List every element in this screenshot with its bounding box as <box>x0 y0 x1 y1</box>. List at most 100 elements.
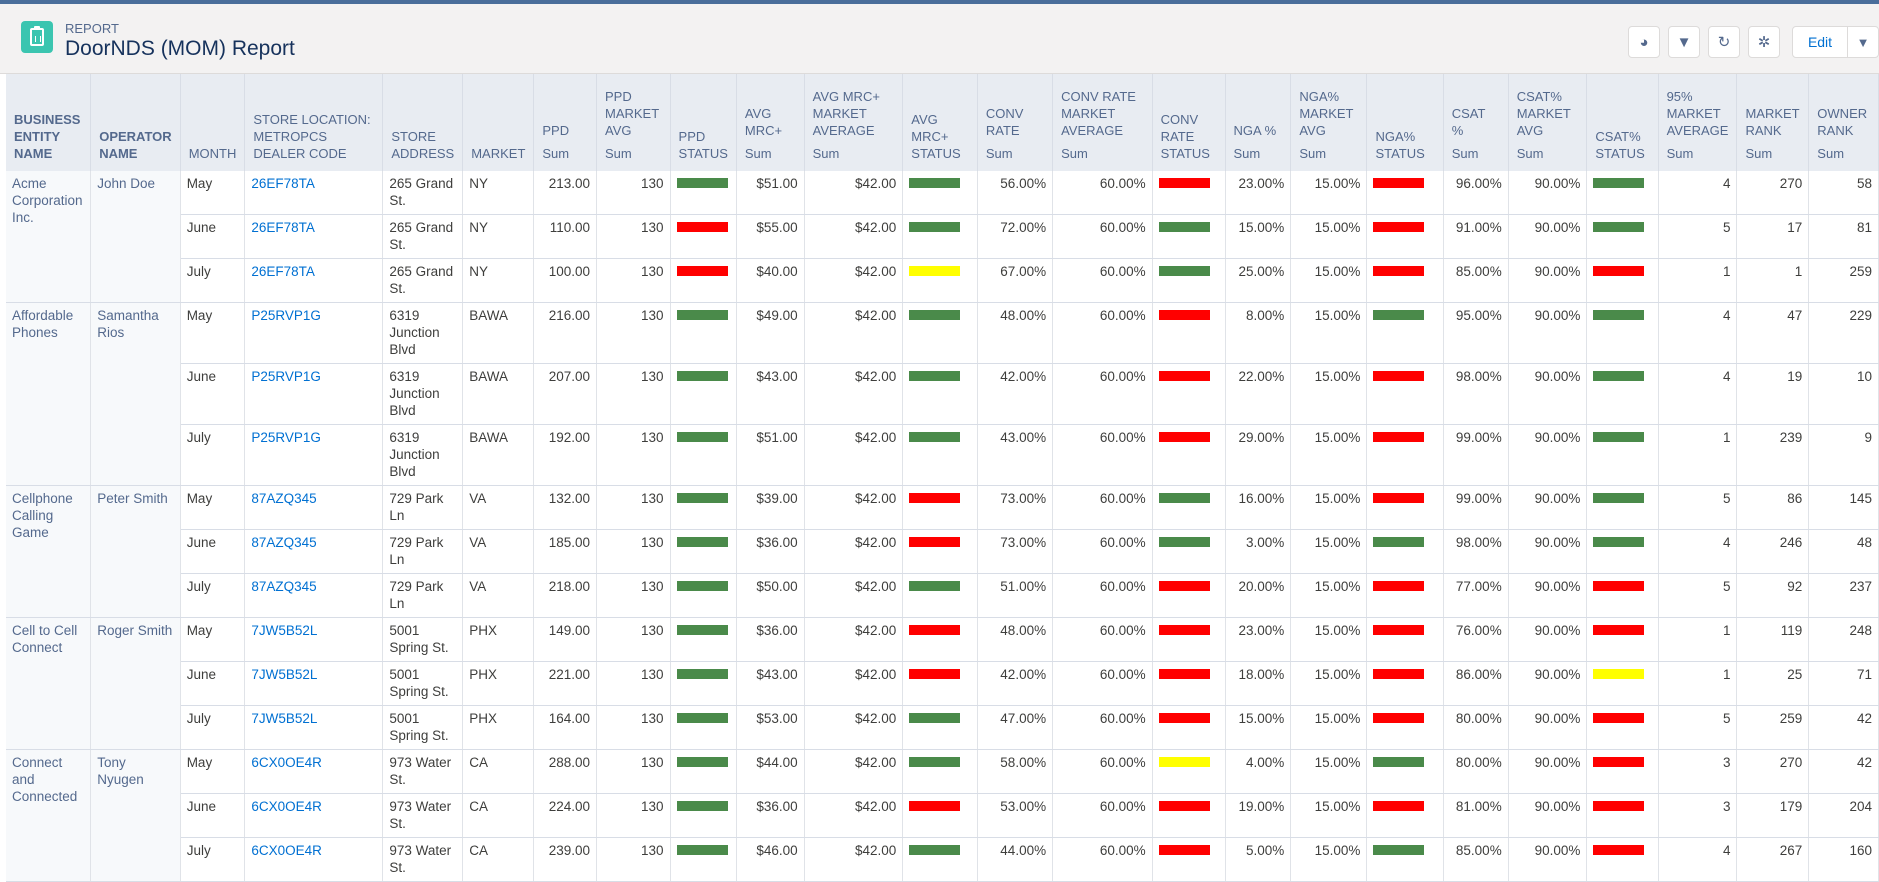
dealer-code-link[interactable]: P25RVP1G <box>244 363 384 425</box>
column-header[interactable]: MARKET RANK Sum <box>1736 74 1810 171</box>
column-header[interactable]: CONV RATE MARKET AVERAGE Sum <box>1052 74 1153 171</box>
column-header[interactable]: CSAT% MARKET AVG Sum <box>1508 74 1588 171</box>
value-cell: 90.00% <box>1508 258 1588 303</box>
dealer-code-link[interactable]: 6CX0OE4R <box>244 837 384 882</box>
column-label: CONV RATE STATUS <box>1160 112 1210 161</box>
value-cell: 90.00% <box>1508 837 1588 882</box>
dealer-code-link[interactable]: 7JW5B52L <box>244 705 384 750</box>
edit-button[interactable]: Edit <box>1793 27 1848 57</box>
header-row: BUSINESS ENTITY NAME OPERATOR NAME MONTH ST… <box>6 74 1879 171</box>
business-entity-name: Acme Corporation Inc. <box>6 171 92 303</box>
column-header[interactable]: STORE LOCATION: METROPCS DEALER CODE <box>244 74 384 171</box>
value-cell: 15.00% <box>1290 837 1368 882</box>
column-header[interactable]: CONV RATE Sum <box>977 74 1054 171</box>
value-cell: 15.00% <box>1290 661 1368 706</box>
column-header[interactable]: NGA% STATUS <box>1366 74 1444 171</box>
chevron-down-icon[interactable]: ▼ <box>1856 34 1870 50</box>
refresh-icon[interactable]: ↻ <box>1708 26 1740 58</box>
value-cell: 130 <box>596 705 671 750</box>
market-cell: CA <box>462 749 535 794</box>
status-indicator-red <box>1593 581 1645 591</box>
status-cell <box>1366 705 1444 750</box>
dealer-code-link[interactable]: P25RVP1G <box>244 424 384 486</box>
status-cell <box>1366 529 1444 574</box>
status-indicator-green <box>1593 310 1645 320</box>
status-cell <box>670 485 737 530</box>
value-cell: 19.00% <box>1225 793 1292 838</box>
dealer-code-link[interactable]: 26EF78TA <box>244 214 384 259</box>
dealer-code-link[interactable]: 87AZQ345 <box>244 485 384 530</box>
status-indicator-green <box>676 757 728 767</box>
settings-icon[interactable]: ✲ <box>1748 26 1780 58</box>
value-cell: 90.00% <box>1508 485 1588 530</box>
month-cell: June <box>180 363 246 425</box>
store-address-cell: 265 Grand St. <box>382 171 464 215</box>
column-header[interactable]: 95% MARKET AVERAGE Sum <box>1658 74 1738 171</box>
dealer-code-link[interactable]: 87AZQ345 <box>244 573 384 618</box>
status-cell <box>1586 661 1659 706</box>
column-header[interactable]: AVG MRC+ Sum <box>736 74 805 171</box>
status-indicator-red <box>1158 625 1210 635</box>
dealer-code-link[interactable]: 26EF78TA <box>244 258 384 303</box>
column-aggregate: Sum <box>1299 146 1327 161</box>
column-header[interactable]: OWNER RANK Sum <box>1808 74 1879 171</box>
value-cell: 179 <box>1736 793 1810 838</box>
market-cell: PHX <box>462 705 535 750</box>
value-cell: 90.00% <box>1508 214 1588 259</box>
status-indicator-red <box>1373 493 1425 503</box>
column-header[interactable]: OPERATOR NAME <box>90 74 181 171</box>
column-header[interactable]: MARKET <box>462 74 535 171</box>
dealer-code-link[interactable]: 6CX0OE4R <box>244 749 384 794</box>
column-header[interactable]: PPD Sum <box>533 74 597 171</box>
status-cell <box>1366 485 1444 530</box>
status-cell <box>1152 302 1226 364</box>
value-cell: $53.00 <box>736 705 805 750</box>
market-cell: PHX <box>462 661 535 706</box>
dealer-code-link[interactable]: 7JW5B52L <box>244 661 384 706</box>
value-cell: 239 <box>1736 424 1810 486</box>
column-header[interactable]: PPD STATUS <box>670 74 737 171</box>
column-header[interactable]: NGA% MARKET AVG Sum <box>1290 74 1368 171</box>
column-header[interactable]: STORE ADDRESS <box>382 74 464 171</box>
chart-icon[interactable]: ◕ <box>1628 26 1660 58</box>
column-header[interactable]: PPD MARKET AVG Sum <box>596 74 671 171</box>
dealer-code-link[interactable]: 6CX0OE4R <box>244 793 384 838</box>
value-cell: 67.00% <box>977 258 1054 303</box>
value-cell: 5 <box>1658 573 1738 618</box>
column-header[interactable]: AVG MRC+ STATUS <box>902 74 978 171</box>
status-indicator-green <box>676 581 728 591</box>
column-header[interactable]: NGA % Sum <box>1225 74 1292 171</box>
column-header[interactable]: BUSINESS ENTITY NAME <box>6 74 92 171</box>
store-address-cell: 973 Water St. <box>382 749 464 794</box>
dealer-code-link[interactable]: 26EF78TA <box>244 171 384 215</box>
page-title: DoorNDS (MOM) Report <box>65 37 295 60</box>
business-entity-name: Affordable Phones <box>6 302 92 486</box>
value-cell: 60.00% <box>1052 363 1153 425</box>
column-header[interactable]: CSAT % Sum <box>1443 74 1509 171</box>
status-indicator-green <box>1158 493 1210 503</box>
status-indicator-green <box>909 713 961 723</box>
column-header[interactable]: AVG MRC+ MARKET AVERAGE Sum <box>804 74 904 171</box>
value-cell: 19 <box>1736 363 1810 425</box>
value-cell: 4 <box>1658 837 1738 882</box>
status-indicator-red <box>1593 625 1645 635</box>
dealer-code-link[interactable]: P25RVP1G <box>244 302 384 364</box>
column-aggregate: Sum <box>1233 146 1261 161</box>
column-header[interactable]: MONTH <box>180 74 246 171</box>
column-aggregate: Sum <box>1817 146 1845 161</box>
value-cell: $51.00 <box>736 171 805 215</box>
status-cell <box>1586 573 1659 618</box>
value-cell: 22.00% <box>1225 363 1292 425</box>
filter-icon[interactable]: ▼ <box>1668 26 1700 58</box>
dealer-code-link[interactable]: 7JW5B52L <box>244 617 384 662</box>
column-header[interactable]: CSAT% STATUS <box>1586 74 1659 171</box>
status-cell <box>902 617 978 662</box>
value-cell: 90.00% <box>1508 705 1588 750</box>
status-cell <box>1586 302 1659 364</box>
column-header[interactable]: CONV RATE STATUS <box>1152 74 1226 171</box>
dealer-code-link[interactable]: 87AZQ345 <box>244 529 384 574</box>
status-cell <box>1152 485 1226 530</box>
status-indicator-red <box>1373 371 1425 381</box>
status-indicator-red <box>909 669 961 679</box>
status-indicator-green <box>909 371 961 381</box>
